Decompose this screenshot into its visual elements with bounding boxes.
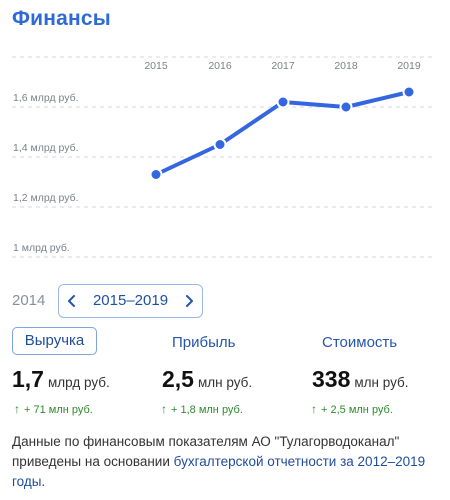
finance-chart: 1 млрд руб. 1,2 млрд руб. 1,4 млрд руб. 1,6…	[12, 56, 436, 258]
data-point-2017	[276, 95, 290, 109]
data-point-2018	[339, 100, 353, 114]
previous-year-label[interactable]: 2014	[12, 292, 46, 309]
revenue-unit: млрд руб.	[47, 375, 110, 390]
arrow-up-icon: ↑	[311, 402, 317, 416]
company-value-delta-text: + 2,5 млн руб.	[321, 404, 393, 416]
company-value-number: 338	[312, 366, 351, 392]
year-range-selector: 2015–2019	[58, 284, 203, 318]
chevron-left-icon[interactable]	[61, 285, 83, 317]
tab-value[interactable]: Стоимость	[322, 334, 398, 351]
profit-number: 2,5	[162, 366, 194, 392]
source-note-text: Данные по финансовым показателям АО "Тул…	[12, 434, 400, 469]
tab-revenue[interactable]: Выручка	[12, 327, 97, 355]
profit-value: 2,5 млн руб.	[162, 366, 252, 393]
revenue-delta-text: + 71 млн руб.	[24, 404, 93, 416]
revenue-delta: ↑ + 71 млн руб.	[14, 402, 93, 416]
arrow-up-icon: ↑	[14, 402, 20, 416]
y-tick-label-2: 1,4 млрд руб.	[13, 142, 79, 154]
tab-profit[interactable]: Прибыль	[172, 334, 236, 351]
profit-unit: млн руб.	[197, 375, 253, 390]
arrow-up-icon: ↑	[161, 402, 167, 416]
y-tick-label-0: 1 млрд руб.	[13, 242, 70, 254]
x-tick-label-4: 2019	[397, 60, 421, 72]
revenue-value: 1,7 млрд руб.	[12, 366, 110, 393]
profit-delta-text: + 1,8 млн руб.	[171, 404, 243, 416]
data-point-2015	[149, 168, 163, 181]
source-note-tail: .	[41, 474, 46, 489]
company-value: 338 млн руб.	[312, 366, 408, 393]
year-range-label: 2015–2019	[92, 292, 169, 309]
company-value-unit: млн руб.	[354, 375, 409, 390]
data-point-2019	[402, 85, 416, 99]
page-title: Финансы	[12, 7, 111, 30]
y-tick-label-3: 1,6 млрд руб.	[13, 92, 79, 104]
company-value-delta: ↑ + 2,5 млн руб.	[311, 402, 393, 416]
x-tick-label-3: 2018	[334, 60, 358, 72]
data-point-2016	[213, 138, 227, 151]
year-range-row: 2014 2015–2019	[0, 284, 450, 318]
profit-delta: ↑ + 1,8 млн руб.	[161, 402, 243, 416]
revenue-number: 1,7	[12, 366, 44, 392]
chevron-right-icon[interactable]	[178, 285, 200, 317]
source-report-link[interactable]: бухгалтерской отчетности за 2012–2019 го…	[12, 454, 426, 489]
source-note: Данные по финансовым показателям АО "Тул…	[12, 432, 442, 492]
x-tick-label-1: 2016	[208, 60, 232, 72]
y-tick-label-1: 1,2 млрд руб.	[13, 192, 79, 204]
x-tick-label-2: 2017	[271, 60, 295, 72]
x-tick-label-0: 2015	[144, 60, 168, 72]
